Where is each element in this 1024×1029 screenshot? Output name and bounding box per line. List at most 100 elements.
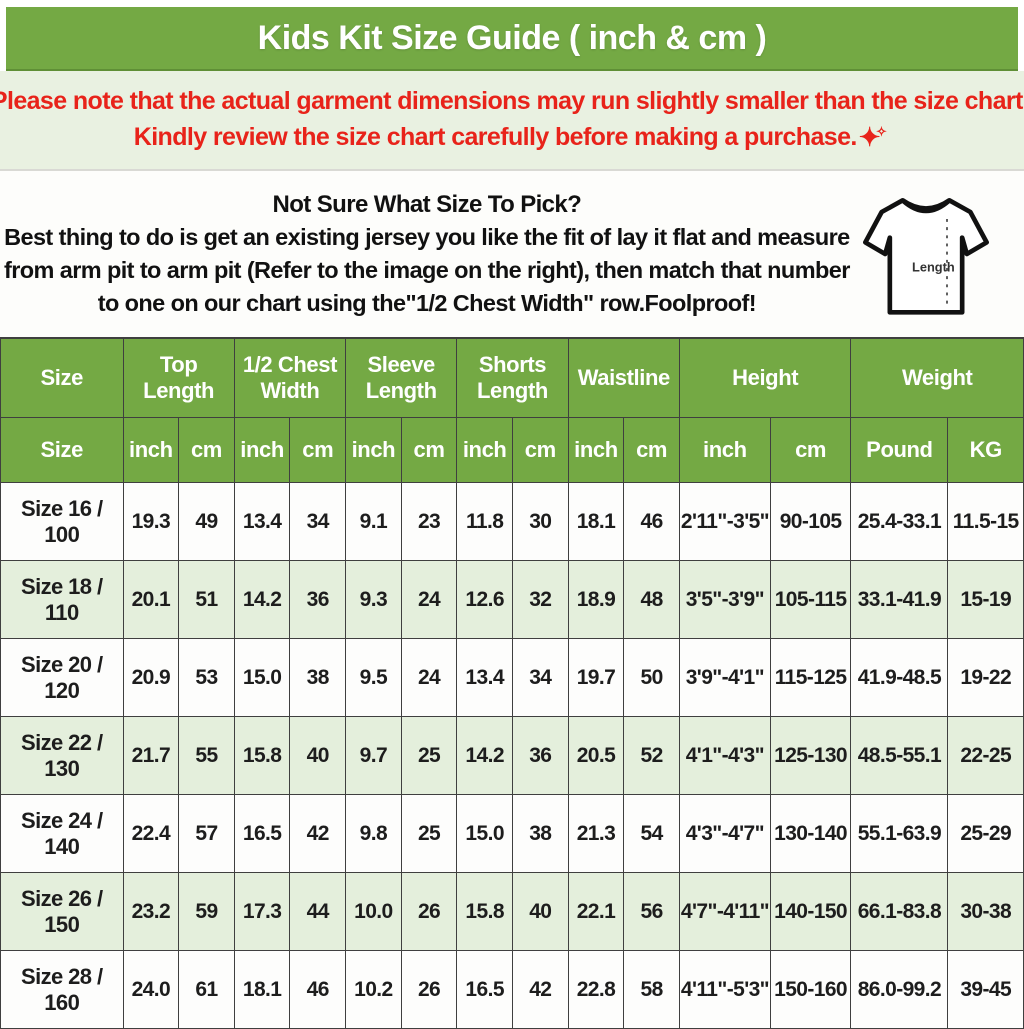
table-cell: 49 <box>178 482 235 561</box>
notice-text-1: Please note that the actual garment dime… <box>0 87 1023 115</box>
table-cell: 11.5-15 <box>947 482 1024 561</box>
guide-line-2: from arm pit to arm pit (Refer to the im… <box>4 257 850 283</box>
table-cell: 4'11"-5'3" <box>678 950 771 1029</box>
table-cell: 59 <box>178 872 235 951</box>
table-row: Size 28 / 160 24.0 61 18.1 46 10.2 26 16.5 42 22.… <box>0 950 1024 1029</box>
subheader: inch <box>567 417 625 483</box>
table-row: Size 26 / 150 23.2 59 17.3 44 10.0 26 15.8 40 22.… <box>0 872 1024 951</box>
subheader: inch <box>233 417 291 483</box>
tshirt-icon: Length <box>862 198 989 315</box>
table-cell: 130-140 <box>769 794 852 873</box>
table-row: Size 24 / 140 22.4 57 16.5 42 9.8 25 15.0 38 21.3… <box>0 794 1024 873</box>
table-cell: 38 <box>511 794 569 873</box>
table-cell: 17.3 <box>233 872 291 951</box>
table-cell: 41.9-48.5 <box>850 638 949 717</box>
guide-line-1: Best thing to do is get an existing jers… <box>4 224 850 250</box>
table-cell: 52 <box>623 716 680 795</box>
table-cell: 20.9 <box>122 638 180 717</box>
table-cell: 18.1 <box>233 950 291 1029</box>
table-cell: 140-150 <box>769 872 852 951</box>
table-cell: 38 <box>289 638 347 717</box>
table-cell: 25.4-33.1 <box>850 482 949 561</box>
table-cell: 54 <box>623 794 680 873</box>
col-group-chest-width: 1/2 Chest Width <box>233 337 347 418</box>
table-cell: 2'11"-3'5" <box>678 482 771 561</box>
table-cell: 25-29 <box>947 794 1024 873</box>
table-row: Size 20 / 120 20.9 53 15.0 38 9.5 24 13.4 34 19.7… <box>0 638 1024 717</box>
table-cell: 125-130 <box>769 716 852 795</box>
table-cell: 4'1"-4'3" <box>678 716 771 795</box>
table-cell: 16.5 <box>233 794 291 873</box>
table-cell: 11.8 <box>456 482 513 561</box>
table-cell: 15.8 <box>233 716 291 795</box>
table-cell: 34 <box>289 482 347 561</box>
subheader: Size <box>0 417 124 483</box>
table-cell: 32 <box>511 560 569 639</box>
table-cell: 15.0 <box>456 794 513 873</box>
guide-heading: Not Sure What Size To Pick? <box>272 191 582 218</box>
table-cell: 40 <box>289 716 347 795</box>
table-cell: 22.1 <box>567 872 625 951</box>
col-group-top-length: Top Length <box>122 337 235 418</box>
table-header: Size Top Length 1/2 Chest Width Sleeve L… <box>0 337 1024 483</box>
table-cell: 9.5 <box>345 638 402 717</box>
table-cell: 30-38 <box>947 872 1024 951</box>
notice-banner: Please note that the actual garment dime… <box>0 71 1024 169</box>
table-cell: 23.2 <box>122 872 180 951</box>
table-cell: 13.4 <box>233 482 291 561</box>
table-cell: 58 <box>623 950 680 1029</box>
table-cell: 86.0-99.2 <box>850 950 949 1029</box>
table-cell: 22.4 <box>122 794 180 873</box>
table-cell: 3'9"-4'1" <box>678 638 771 717</box>
table-cell: 10.2 <box>345 950 402 1029</box>
table-cell: 30 <box>511 482 569 561</box>
table-cell: 18.9 <box>567 560 625 639</box>
table-cell: 14.2 <box>233 560 291 639</box>
table-cell: 33.1-41.9 <box>850 560 949 639</box>
table-cell: 13.4 <box>456 638 513 717</box>
table-cell: 25 <box>400 716 458 795</box>
subheader: cm <box>289 417 347 483</box>
table-cell: 12.6 <box>456 560 513 639</box>
table-cell: 16.5 <box>456 950 513 1029</box>
table-cell: 22-25 <box>947 716 1024 795</box>
subheader: inch <box>456 417 513 483</box>
table-cell: 53 <box>178 638 235 717</box>
table-cell: 10.0 <box>345 872 402 951</box>
subheader: Pound <box>850 417 949 483</box>
header-unit-row: Size inch cm inch cm inch cm inch cm inc… <box>0 417 1024 483</box>
table-row: Size 22 / 130 21.7 55 15.8 40 9.7 25 14.2 36 20.5… <box>0 716 1024 795</box>
row-size-cell: Size 20 / 120 <box>0 638 124 717</box>
table-cell: 23 <box>400 482 458 561</box>
table-cell: 21.7 <box>122 716 180 795</box>
table-cell: 4'3"-4'7" <box>678 794 771 873</box>
table-cell: 40 <box>511 872 569 951</box>
table-cell: 9.1 <box>345 482 402 561</box>
table-cell: 24.0 <box>122 950 180 1029</box>
table-cell: 57 <box>178 794 235 873</box>
table-cell: 24 <box>400 560 458 639</box>
table-cell: 19-22 <box>947 638 1024 717</box>
guide-line-3: to one on our chart using the"1/2 Chest … <box>97 290 757 316</box>
svg-text:Length: Length <box>912 260 955 275</box>
title-bar: Kids Kit Size Guide ( inch & cm ) <box>6 7 1018 71</box>
notice-line-2: Kindly review the size chart carefully b… <box>134 122 890 153</box>
row-size-cell: Size 26 / 150 <box>0 872 124 951</box>
col-group-sleeve-length: Sleeve Length <box>345 337 458 418</box>
subheader: inch <box>678 417 771 483</box>
notice-text-2: Kindly review the size chart carefully b… <box>133 123 858 151</box>
col-group-waistline: Waistline <box>567 337 680 418</box>
subheader: inch <box>122 417 180 483</box>
table-cell: 3'5"-3'9" <box>678 560 771 639</box>
row-size-cell: Size 16 / 100 <box>0 482 124 561</box>
col-group-size: Size <box>0 337 124 418</box>
table-cell: 36 <box>289 560 347 639</box>
title-bar-wrapper: Kids Kit Size Guide ( inch & cm ) <box>0 0 1024 71</box>
table-cell: 105-115 <box>769 560 852 639</box>
table-cell: 20.5 <box>567 716 625 795</box>
guide-text-block: Not Sure What Size To Pick? Best thing t… <box>4 188 850 320</box>
table-cell: 55.1-63.9 <box>850 794 949 873</box>
col-group-weight: Weight <box>850 337 1024 418</box>
row-size-cell: Size 18 / 110 <box>0 560 124 639</box>
header-group-row: Size Top Length 1/2 Chest Width Sleeve L… <box>0 337 1024 418</box>
